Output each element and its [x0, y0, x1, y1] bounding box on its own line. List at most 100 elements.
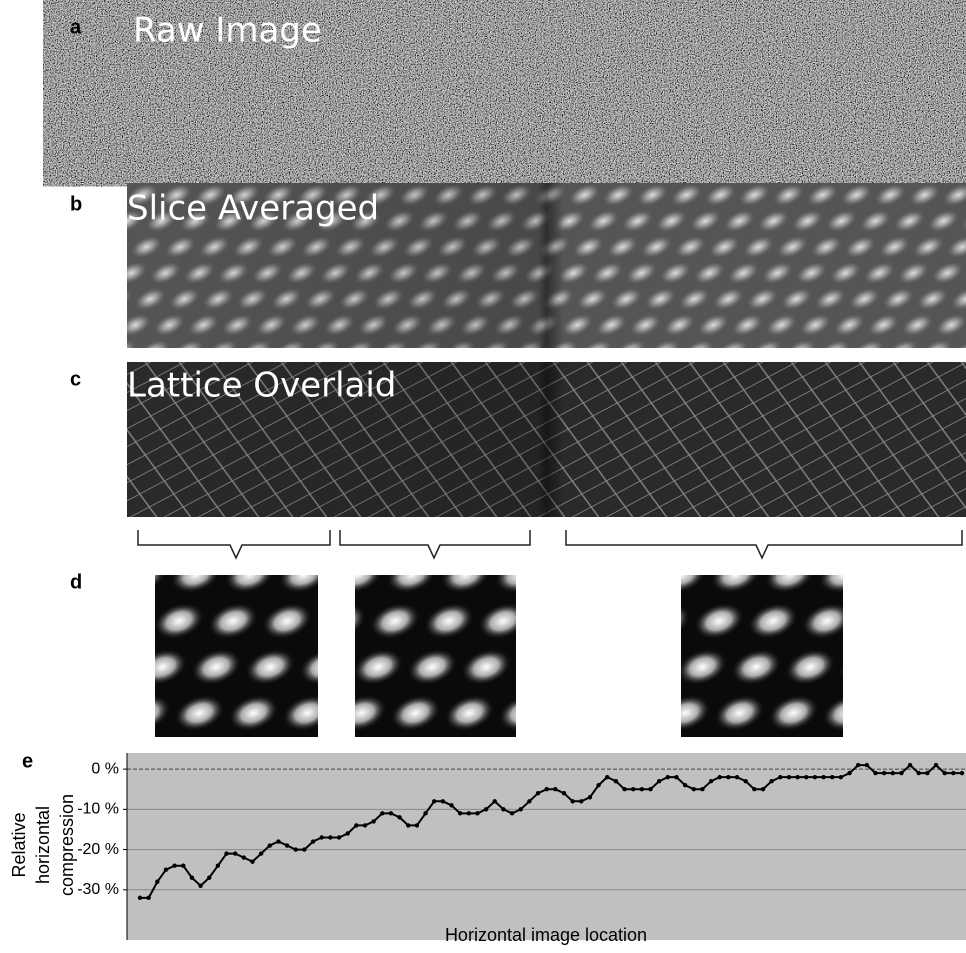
point — [466, 811, 471, 816]
bracket — [137, 530, 331, 560]
point — [717, 774, 722, 780]
point — [726, 774, 731, 780]
point — [198, 883, 203, 888]
point — [830, 774, 835, 780]
point — [899, 770, 904, 776]
point — [509, 811, 515, 816]
point — [163, 867, 169, 872]
point — [579, 799, 584, 804]
point — [258, 851, 264, 856]
point — [492, 799, 497, 804]
point — [232, 851, 238, 856]
point — [181, 863, 186, 868]
point — [518, 807, 523, 812]
point — [864, 762, 870, 768]
point — [241, 855, 247, 860]
point — [284, 843, 290, 848]
panel-c: c Lattice Overlaid — [70, 362, 966, 517]
point — [207, 875, 212, 880]
point — [933, 762, 939, 768]
point — [700, 787, 705, 792]
bracket — [339, 530, 531, 560]
point — [708, 778, 714, 784]
point — [319, 835, 324, 840]
point — [276, 839, 281, 844]
point — [224, 851, 229, 856]
unit-cell-image — [355, 575, 516, 737]
point — [406, 823, 411, 828]
y-tick-label: -30 % — [77, 881, 119, 898]
unit-cell-image — [681, 575, 843, 737]
point — [812, 774, 818, 780]
raw-image — [127, 8, 966, 170]
point — [293, 847, 298, 852]
point — [639, 787, 645, 792]
point — [310, 839, 316, 844]
panel-letter: d — [70, 571, 82, 593]
point — [786, 774, 792, 780]
point — [345, 831, 350, 836]
point — [907, 762, 913, 768]
plot-area — [127, 753, 966, 940]
point — [215, 863, 221, 868]
point — [302, 847, 307, 852]
y-axis-label: horizontal — [33, 806, 53, 884]
y-tick-label: -20 % — [77, 841, 119, 858]
panel-a: a Raw Image — [70, 8, 966, 170]
point — [414, 823, 420, 828]
x-axis-label: Horizontal image location — [445, 925, 647, 945]
y-axis-label: compression — [57, 794, 77, 896]
point — [613, 778, 619, 784]
point — [561, 791, 567, 796]
panel-d: d — [70, 571, 843, 737]
panel-e: e — [22, 750, 966, 940]
point — [622, 787, 627, 792]
y-axis-label: Relative — [9, 812, 29, 877]
point — [457, 811, 463, 816]
point — [336, 835, 342, 840]
point — [371, 819, 376, 824]
point — [873, 770, 878, 776]
point — [267, 843, 272, 848]
point — [674, 774, 679, 780]
point — [354, 823, 359, 828]
point — [795, 774, 800, 780]
panel-letter: e — [22, 750, 33, 772]
panel-letter: c — [70, 368, 81, 390]
point — [631, 787, 636, 792]
point — [821, 774, 826, 780]
point — [890, 770, 895, 776]
point — [155, 879, 160, 884]
point — [388, 811, 394, 816]
point — [362, 823, 368, 828]
panel-title: Slice Averaged — [127, 189, 379, 229]
point — [449, 803, 454, 808]
point — [172, 863, 177, 868]
panel-letter: a — [70, 16, 82, 38]
point — [146, 895, 151, 901]
point — [881, 770, 887, 776]
panel-letter: b — [70, 193, 82, 215]
point — [925, 770, 930, 776]
point — [380, 811, 385, 816]
point — [475, 811, 480, 816]
point — [570, 799, 575, 804]
point — [855, 762, 861, 768]
point — [553, 787, 558, 792]
point — [431, 799, 437, 804]
y-tick-label: 0 % — [91, 760, 119, 777]
point — [916, 770, 921, 776]
point — [656, 778, 662, 784]
point — [648, 787, 653, 792]
point — [769, 778, 774, 784]
point — [587, 795, 593, 800]
point — [501, 807, 506, 812]
point — [328, 835, 333, 840]
point — [778, 774, 783, 780]
point — [535, 791, 541, 796]
point — [951, 770, 956, 776]
point — [189, 875, 195, 880]
point — [959, 770, 965, 776]
point — [665, 774, 671, 780]
